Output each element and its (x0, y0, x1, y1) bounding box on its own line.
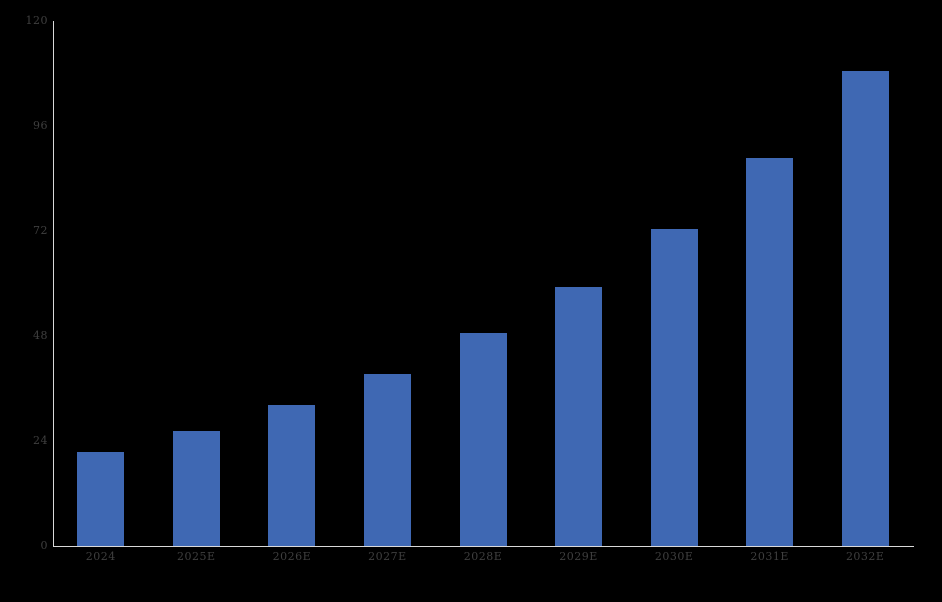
x-tick-label-2024: 2024 (85, 550, 116, 563)
y-tick-label: 48 (33, 329, 48, 342)
y-axis-line (53, 21, 54, 546)
x-tick-label-2031E: 2031E (750, 550, 789, 563)
x-tick-label-2026E: 2026E (272, 550, 312, 563)
x-tick-label-2027E: 2027E (368, 550, 407, 563)
y-tick-label: 72 (33, 224, 48, 237)
y-tick-label: 24 (33, 434, 48, 447)
bar-2030E (650, 228, 698, 546)
bar-2031E (746, 157, 794, 546)
x-axis-line (53, 546, 914, 547)
y-tick-label: 0 (40, 539, 48, 552)
bar-2029E (555, 286, 603, 546)
bar-2032E (841, 70, 889, 546)
x-tick-label-2028E: 2028E (463, 550, 503, 563)
x-tick-label-2029E: 2029E (559, 550, 598, 563)
x-tick-label-2025E: 2025E (177, 550, 216, 563)
x-tick-label-2030E: 2030E (654, 550, 694, 563)
y-tick-label: 96 (33, 119, 48, 132)
bar-2027E (363, 373, 411, 546)
x-tick-label-2032E: 2032E (845, 550, 885, 563)
bar-2026E (268, 404, 316, 546)
bar-2028E (459, 332, 507, 546)
bar-2025E (172, 430, 220, 546)
y-tick-label: 120 (25, 14, 48, 27)
bar-2024 (77, 451, 125, 546)
